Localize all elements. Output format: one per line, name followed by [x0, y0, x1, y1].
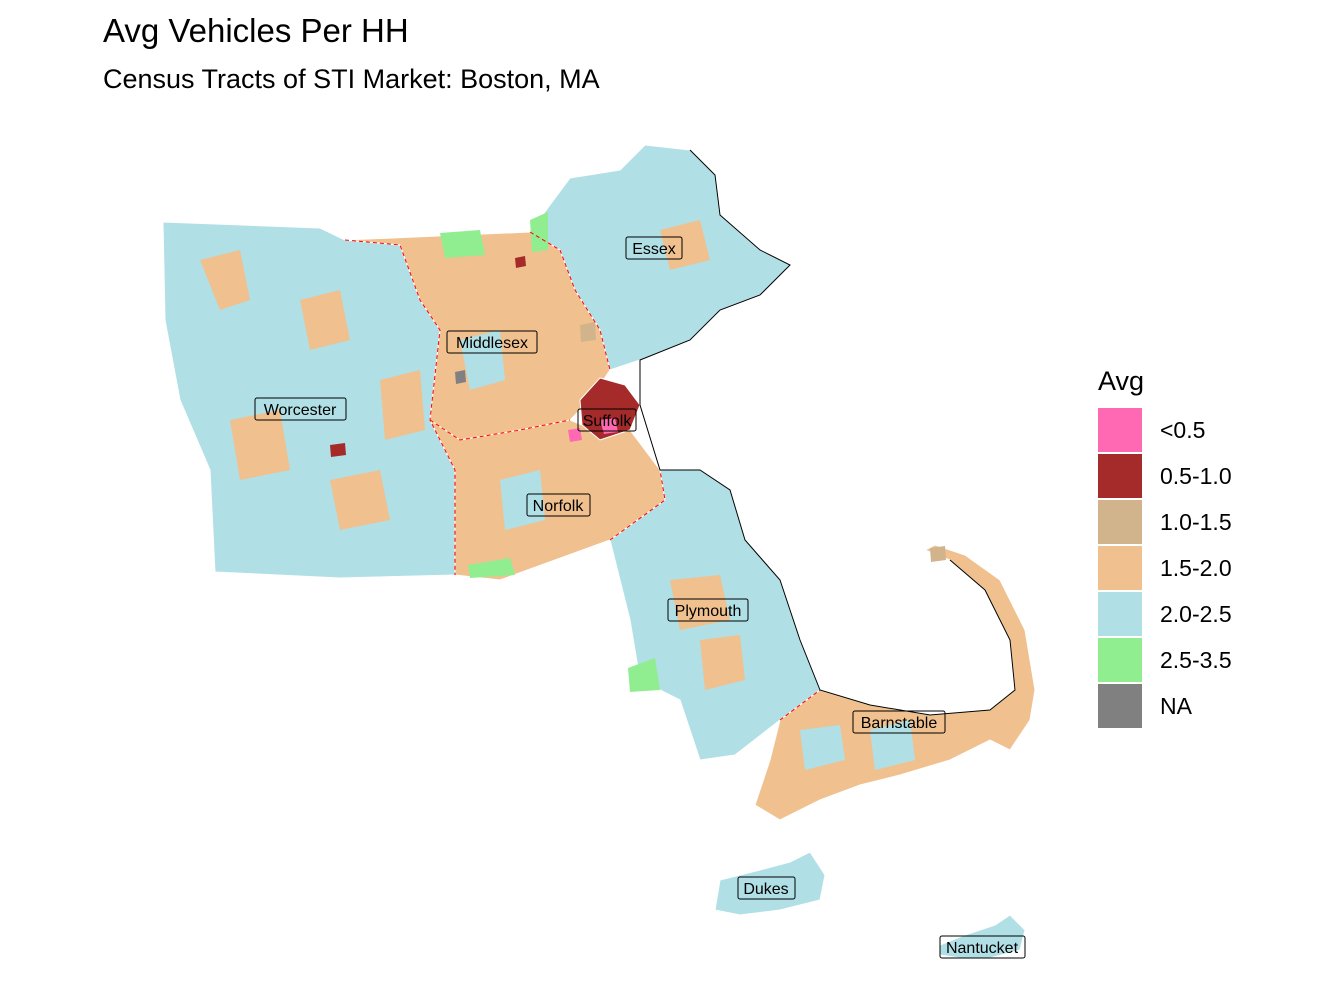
county-label-middlesex: Middlesex [456, 335, 528, 352]
legend-swatch [1098, 500, 1142, 544]
county-label-nantucket: Nantucket [946, 940, 1019, 957]
legend-item: 2.0-2.5 [1098, 591, 1232, 637]
county-boundaries [344, 231, 821, 721]
legend-swatch [1098, 454, 1142, 498]
county-label-dukes: Dukes [743, 881, 788, 898]
legend-label: 0.5-1.0 [1160, 462, 1232, 489]
legend-label: 2.0-2.5 [1160, 600, 1232, 627]
legend-swatch [1098, 408, 1142, 452]
county-label-norfolk: Norfolk [533, 498, 585, 515]
legend-item: 1.0-1.5 [1098, 499, 1232, 545]
legend-label: 1.0-1.5 [1160, 508, 1232, 535]
legend-label: 1.5-2.0 [1160, 554, 1232, 581]
tract-patches [200, 212, 946, 770]
legend-label: <0.5 [1160, 416, 1206, 443]
choropleth-map: Essex Middlesex Worcester Suffolk Norfol… [162, 144, 1036, 959]
legend-swatch [1098, 592, 1142, 636]
legend-title: Avg [1098, 366, 1145, 396]
county-label-plymouth: Plymouth [675, 603, 742, 620]
map-title: Avg Vehicles Per HH [103, 12, 409, 49]
legend-item: 0.5-1.0 [1098, 453, 1232, 499]
legend-item: NA [1098, 683, 1232, 729]
legend: Avg <0.5 0.5-1.0 1.0-1.5 1.5-2.0 2.0-2.5 2.5-… [1098, 366, 1232, 729]
legend-items: <0.5 0.5-1.0 1.0-1.5 1.5-2.0 2.0-2.5 2.5-3.5 N… [1098, 407, 1232, 729]
legend-swatch [1098, 546, 1142, 590]
county-label-suffolk: Suffolk [583, 413, 633, 430]
legend-label: NA [1160, 692, 1192, 719]
map-subtitle: Census Tracts of STI Market: Boston, MA [103, 64, 600, 94]
legend-item: 2.5-3.5 [1098, 637, 1232, 683]
legend-item: 1.5-2.0 [1098, 545, 1232, 591]
coastline [639, 149, 1016, 716]
legend-item: <0.5 [1098, 407, 1232, 453]
county-labels: Essex Middlesex Worcester Suffolk Norfol… [254, 236, 1026, 959]
county-label-barnstable: Barnstable [861, 715, 938, 732]
county-label-worcester: Worcester [264, 402, 337, 419]
legend-swatch [1098, 684, 1142, 728]
legend-swatch [1098, 638, 1142, 682]
legend-label: 2.5-3.5 [1160, 646, 1232, 673]
county-label-essex: Essex [632, 241, 676, 258]
